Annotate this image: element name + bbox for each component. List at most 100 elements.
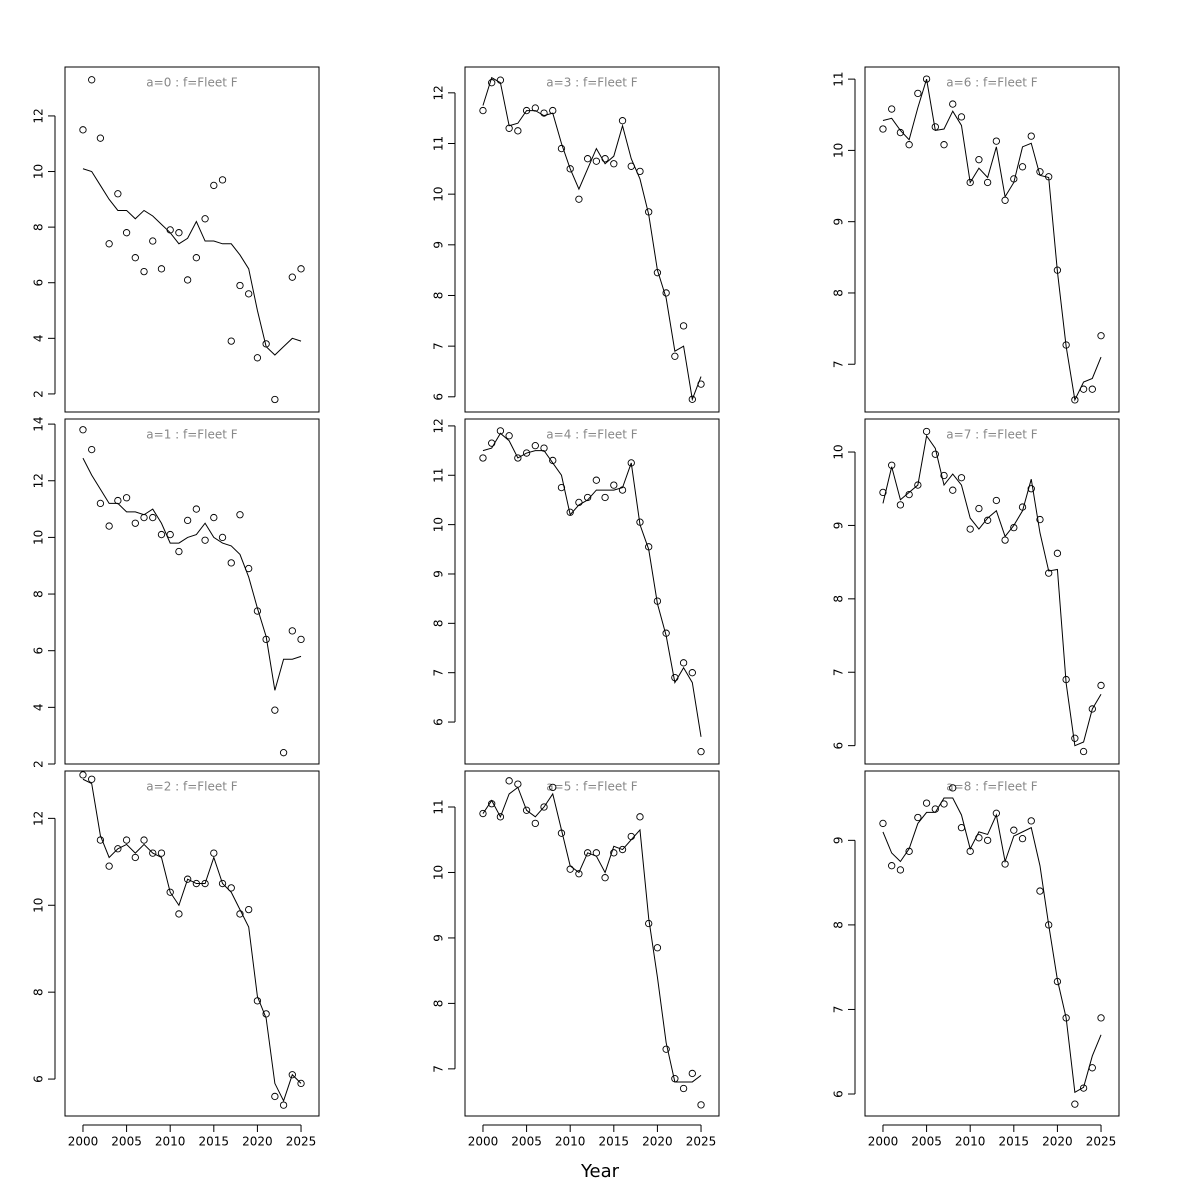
observed-point [131,853,139,862]
observed-point [496,813,505,821]
observed-point [688,669,696,677]
observed-point [122,836,131,844]
y-tick-label: 11 [432,468,446,483]
y-tick-label: 9 [432,934,446,942]
observed-point [957,113,966,121]
y-tick-label: 9 [432,241,446,249]
observed-point [522,106,531,115]
observed-point [549,106,557,115]
panel-title: a=1 : f=Fleet F [146,428,238,442]
x-tick-label: 2010 [155,1135,186,1149]
x-tick-label: 2015 [599,1135,630,1149]
observed-point [531,104,539,112]
y-tick-label: 12 [32,108,46,123]
observed-point [975,834,983,842]
observed-point [227,884,235,892]
observed-point [566,508,574,516]
observed-point [601,155,609,163]
x-tick-label: 2025 [686,1135,717,1149]
observed-point [166,226,174,234]
observed-point [122,229,131,237]
y-tick-label: 7 [832,360,846,368]
observed-point [183,276,192,284]
y-tick-label: 6 [832,742,846,750]
observed-point [157,530,166,539]
observed-point [157,265,166,273]
observed-point [183,516,192,525]
observed-point [271,1092,279,1101]
y-tick-label: 8 [432,1000,446,1008]
observed-point [218,533,227,542]
observed-point [627,162,635,170]
y-tick-label: 7 [432,342,446,350]
observed-point [262,1010,270,1018]
x-tick-label: 2010 [955,1135,986,1149]
y-tick-label: 7 [832,1006,846,1014]
observed-point [879,488,887,497]
observed-point [601,493,609,502]
fitted-line [882,78,1102,402]
observed-point [645,543,653,551]
fitted-line [882,797,1102,1094]
observed-point [671,1075,679,1083]
x-tick-label: 2005 [511,1135,542,1149]
observed-point [105,522,113,530]
observed-point [610,160,618,168]
observed-point [662,1045,670,1053]
observed-point [1071,1100,1079,1108]
observed-point [496,76,505,84]
observed-point [1088,705,1096,713]
fitted-line [82,457,302,691]
y-tick-label: 8 [32,590,46,598]
observed-point [297,265,305,273]
panel-frame [464,770,720,1117]
observed-point [279,1101,288,1109]
y-tick-label: 9 [832,218,846,226]
observed-point [575,498,583,507]
observed-point [662,629,670,637]
observed-point [583,849,592,857]
observed-point [505,432,513,440]
observed-point [1010,175,1018,183]
observed-point [531,819,539,828]
y-tick-label: 12 [32,811,46,826]
observed-point [262,340,270,348]
y-tick-label: 6 [832,1090,846,1098]
panel-title: a=6 : f=Fleet F [946,76,1038,90]
observed-point [1097,332,1105,340]
observed-point [245,290,253,298]
observed-point [592,157,601,165]
observed-point [227,337,235,345]
y-tick-label: 2 [32,390,46,398]
observed-point [288,627,296,635]
observed-point [140,513,148,522]
panel-title: a=2 : f=Fleet F [146,780,238,794]
y-tick-label: 14 [32,416,46,431]
observed-point [105,862,113,870]
observed-point [679,322,688,330]
y-tick-label: 8 [832,921,846,929]
panel-frame [864,66,1120,413]
observed-point [245,564,253,573]
observed-point [957,824,966,832]
panel-title: a=8 : f=Fleet F [946,780,1038,794]
observed-point [879,819,887,828]
x-tick-label: 2005 [911,1135,942,1149]
observed-point [636,813,644,821]
panel-title: a=3 : f=Fleet F [546,76,638,90]
observed-point [210,513,218,522]
observed-point [522,449,531,457]
y-tick-label: 12 [432,85,446,100]
observed-point [949,100,957,108]
observed-point [975,504,983,513]
observed-point [1027,485,1035,493]
observed-point [879,125,887,133]
observed-point [966,178,974,187]
x-tick-label: 2025 [1086,1135,1117,1149]
observed-point [653,944,662,952]
observed-point [479,809,487,818]
x-tick-label: 2000 [68,1135,99,1149]
fitted-line [882,434,1102,747]
observed-point [940,800,948,808]
x-tick-label: 2020 [242,1135,273,1149]
